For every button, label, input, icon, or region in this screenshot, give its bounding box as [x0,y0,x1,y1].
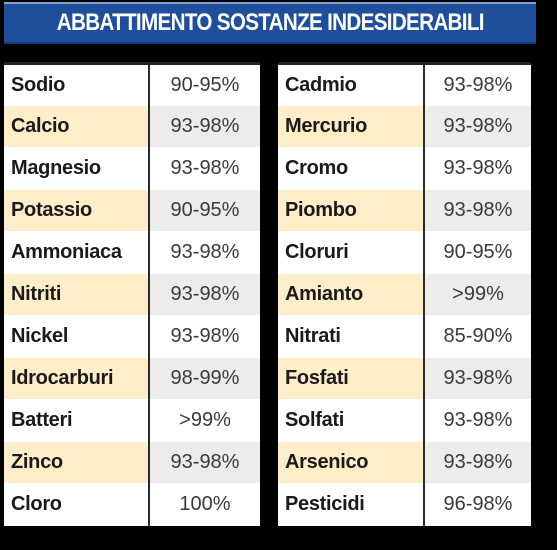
table-row: Calcio 93-98% [4,105,260,148]
substance-name: Batteri [4,399,149,442]
substance-name: Potassio [4,189,149,232]
reduction-value: 93-98% [148,231,260,274]
reduction-value: 93-98% [148,273,260,316]
substance-name: Cloro [4,483,149,526]
substance-name: Nitrati [278,315,424,358]
reduction-value: 85-90% [423,315,531,358]
substance-name: Cadmio [278,62,424,106]
reduction-value: 98-99% [148,357,260,400]
substance-name: Cromo [278,147,424,190]
table-row: Potassio 90-95% [4,189,260,232]
table-row: Magnesio 93-98% [4,147,260,190]
substance-name: Amianto [278,273,424,316]
table-row: Nitriti 93-98% [4,273,260,316]
substance-name: Ammoniaca [4,231,149,274]
substance-name: Nickel [4,315,149,358]
substance-name: Idrocarburi [4,357,149,400]
table-row: Ammoniaca 93-98% [4,231,260,274]
table-row: Amianto >99% [278,273,531,316]
table-row: Sodio 90-95% [4,62,260,106]
substance-name: Zinco [4,441,149,484]
page-title: ABBATTIMENTO SOSTANZE INDESIDERABILI [56,9,484,36]
table-row: Cloro 100% [4,483,260,526]
table-row: Nickel 93-98% [4,315,260,358]
table-row: Arsenico 93-98% [278,441,531,484]
table-row: Zinco 93-98% [4,441,260,484]
title-banner: ABBATTIMENTO SOSTANZE INDESIDERABILI [4,2,536,44]
reduction-value: 93-98% [423,441,531,484]
reduction-value: 93-98% [423,62,531,106]
reduction-value: >99% [423,273,531,316]
substance-name: Arsenico [278,441,424,484]
reduction-value: 93-98% [423,189,531,232]
table-row: Idrocarburi 98-99% [4,357,260,400]
substance-name: Fosfati [278,357,424,400]
reduction-value: 93-98% [423,357,531,400]
reduction-value: 93-98% [148,315,260,358]
table-row: Pesticidi 96-98% [278,483,531,526]
substance-name: Sodio [4,62,149,106]
reduction-value: 90-95% [423,231,531,274]
reduction-value: 93-98% [423,399,531,442]
reduction-value: >99% [148,399,260,442]
table-row: Mercurio 93-98% [278,105,531,148]
reduction-value: 96-98% [423,483,531,526]
reduction-value: 93-98% [423,105,531,148]
table-row: Cadmio 93-98% [278,62,531,106]
substances-table-left-body: Sodio 90-95% Calcio 93-98% Magnesio 93-98% Pot… [4,62,260,526]
table-row: Piombo 93-98% [278,189,531,232]
reduction-value: 100% [148,483,260,526]
substance-name: Solfati [278,399,424,442]
substances-table-right: Cadmio 93-98% Mercurio 93-98% Cromo 93-98% Pio… [278,62,531,526]
substances-table-right-body: Cadmio 93-98% Mercurio 93-98% Cromo 93-98% Pio… [278,62,531,526]
substance-name: Pesticidi [278,483,424,526]
substance-name: Piombo [278,189,424,232]
substances-table-left: Sodio 90-95% Calcio 93-98% Magnesio 93-98% Pot… [4,62,260,526]
table-row: Cromo 93-98% [278,147,531,190]
reduction-value: 93-98% [148,105,260,148]
substance-name: Cloruri [278,231,424,274]
table-row: Solfati 93-98% [278,399,531,442]
reduction-value: 93-98% [148,441,260,484]
reduction-value: 90-95% [148,189,260,232]
table-row: Nitrati 85-90% [278,315,531,358]
substance-name: Mercurio [278,105,424,148]
table-row: Fosfati 93-98% [278,357,531,400]
substance-name: Nitriti [4,273,149,316]
table-row: Batteri >99% [4,399,260,442]
reduction-value: 93-98% [423,147,531,190]
substance-name: Magnesio [4,147,149,190]
table-row: Cloruri 90-95% [278,231,531,274]
substance-name: Calcio [4,105,149,148]
reduction-value: 90-95% [148,62,260,106]
reduction-value: 93-98% [148,147,260,190]
